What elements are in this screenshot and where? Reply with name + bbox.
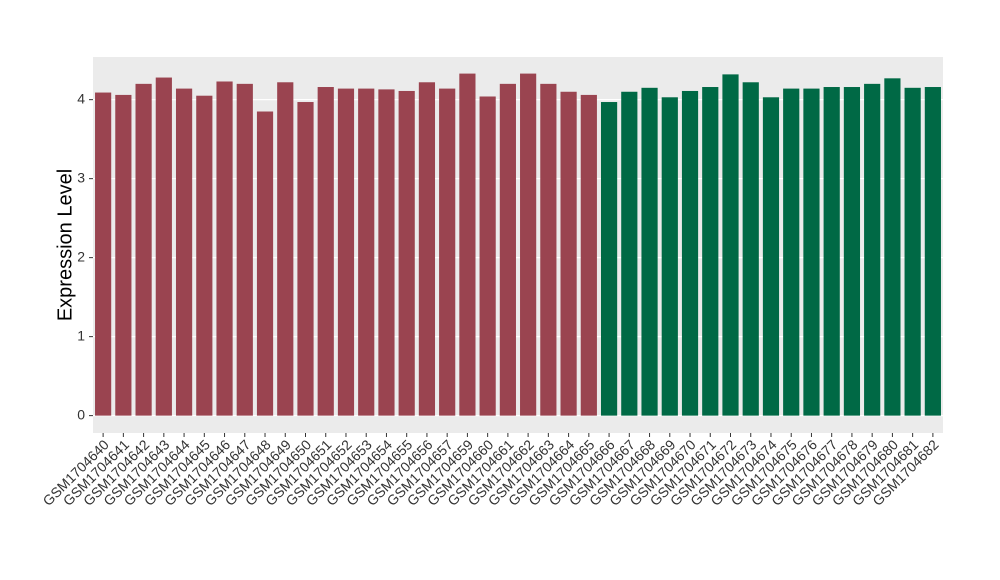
bar [803,88,820,416]
bar [823,87,840,416]
bar [924,87,941,416]
y-tick-label: 0 [77,406,85,422]
bar [762,97,780,416]
bar [580,94,597,416]
bar [520,73,537,416]
bar [621,91,638,416]
bar [904,87,921,416]
bar [135,83,152,416]
bar [641,87,658,416]
bar [155,77,172,416]
bar [418,82,436,416]
bar [95,92,112,416]
y-tick-label: 3 [77,169,85,185]
bar [783,88,800,416]
bar [337,88,355,416]
bar [499,83,516,416]
y-tick-label: 2 [77,248,85,264]
bar [256,111,274,416]
bar [236,83,253,416]
y-tick-label: 4 [77,90,85,106]
bar [297,102,314,416]
bar [722,74,739,416]
bar [175,88,193,416]
bar [560,91,577,416]
bar [398,90,415,416]
bar [742,82,759,416]
bar [277,82,294,416]
bar [600,102,618,416]
bar [358,88,375,416]
bar [843,87,861,416]
bar [864,83,881,416]
bar [317,87,334,416]
bar [884,78,901,416]
bar [196,95,213,416]
bar [479,96,496,416]
y-axis-label: Expression Level [54,169,76,321]
bar [216,81,233,416]
bar [681,90,699,416]
bar [540,83,557,416]
bar [459,73,476,416]
bar [115,94,132,416]
bar [439,88,456,416]
bar [661,97,678,416]
y-tick-label: 1 [77,327,85,343]
bar [702,87,719,416]
bar [378,89,395,416]
plot-background [93,57,943,433]
